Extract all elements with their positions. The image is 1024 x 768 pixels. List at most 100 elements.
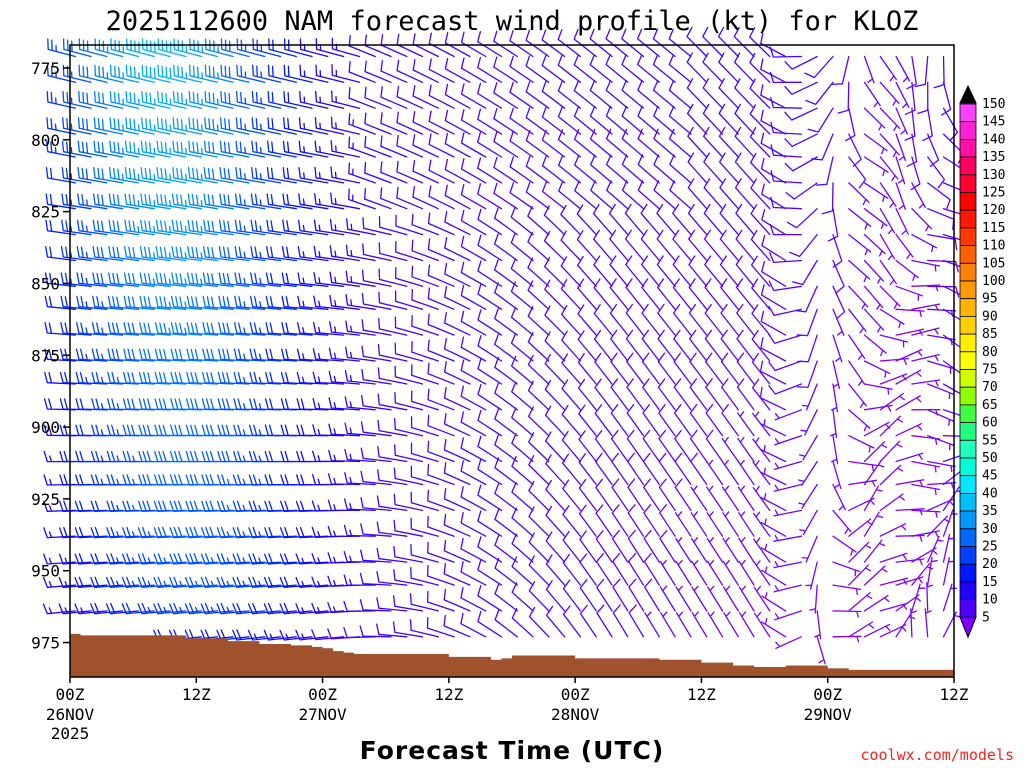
wind-barb [426,616,455,638]
wind-barb [652,79,676,109]
wind-barb [734,103,755,135]
wind-barb [219,167,250,184]
wind-barb [154,424,187,437]
wind-barb [703,229,724,262]
wind-barb [265,348,297,362]
wind-barb [689,352,708,385]
wind-barb [657,329,676,362]
wind-barb [376,547,408,563]
wind-barb [573,106,597,135]
wind-barb [477,358,503,385]
colorbar-label: 50 [982,451,998,466]
wind-barb [668,28,692,58]
colorbar-legend: 1501451401351301251201151101051009590858… [959,84,1005,639]
wind-barb [380,112,408,135]
wind-barb [460,132,487,158]
wind-barb [527,205,550,236]
wind-barb [527,231,550,262]
wind-barb [911,303,941,311]
wind-barb [911,435,941,445]
wind-barb [428,159,455,184]
wind-barb [344,396,376,411]
wind-barb [927,482,957,490]
wind-barb [749,52,771,83]
wind-barb [706,485,724,512]
wind-barb [279,553,313,565]
wind-barb [393,545,424,563]
wind-barb [798,435,818,461]
wind-barb [460,560,487,586]
wind-barb [460,183,487,210]
wind-barb [848,460,878,472]
wind-barb [807,107,834,133]
wind-barb [108,193,140,210]
wind-barb [544,405,566,437]
wind-barb [690,452,708,486]
wind-barb [687,152,708,184]
wind-barb [378,216,408,236]
wind-barb [92,295,124,310]
wind-barb [477,82,503,109]
wind-barb [92,272,124,287]
wind-barb [545,479,566,512]
wind-barb [188,117,218,135]
wind-barb [527,331,550,362]
wind-barb [252,64,282,83]
wind-barb [297,246,329,262]
wind-barb [511,407,534,437]
wind-barb [122,398,155,411]
wind-barb [477,31,503,58]
wind-barb [922,107,933,142]
wind-barb [595,553,613,586]
colorbar-label: 30 [982,522,998,537]
x-tick-label: 12Z [434,685,463,704]
wind-barb [594,452,613,486]
wind-barb [689,378,708,411]
wind-barb [674,429,692,463]
wind-barb [77,140,108,158]
wind-barb [232,576,266,588]
wind-barb [427,440,455,463]
wind-barb [643,529,660,563]
wind-barb [248,474,282,486]
wind-barb [493,259,518,287]
wind-barb [329,321,361,336]
wind-barb [296,371,329,385]
wind-barb [832,561,861,577]
wind-barb [659,559,676,586]
wind-barb [153,500,187,512]
wind-barb [816,636,826,665]
wind-barb [510,206,534,236]
wind-barb [917,81,929,115]
wind-barb [831,435,839,464]
wind-barb [789,233,818,258]
wind-barb [140,193,171,210]
wind-barb [313,295,345,310]
wind-barb [77,167,108,184]
wind-barb [202,246,234,262]
wind-barb [170,295,203,310]
wind-barb [247,629,282,641]
wind-barb [170,348,203,362]
wind-barb [927,383,955,400]
wind-barb [393,444,424,463]
wind-barb [703,152,724,184]
wind-barb [641,329,660,362]
wind-barb [74,526,108,539]
wind-barb [312,424,345,437]
wind-barb [640,255,660,287]
x-tick-label: 12Z [687,685,716,704]
wind-barb [798,483,818,509]
wind-barb [396,33,424,58]
wind-barb [589,54,613,83]
colorbar-swatch [959,475,977,494]
wind-barb [172,140,203,158]
wind-barb [264,450,297,463]
wind-barb [344,422,376,437]
wind-barb [562,553,582,586]
colorbar-swatch [959,192,977,211]
wind-barb [234,272,266,287]
wind-barb [736,352,755,385]
wind-barb [863,360,891,378]
colorbar-top-arrow [959,84,977,104]
